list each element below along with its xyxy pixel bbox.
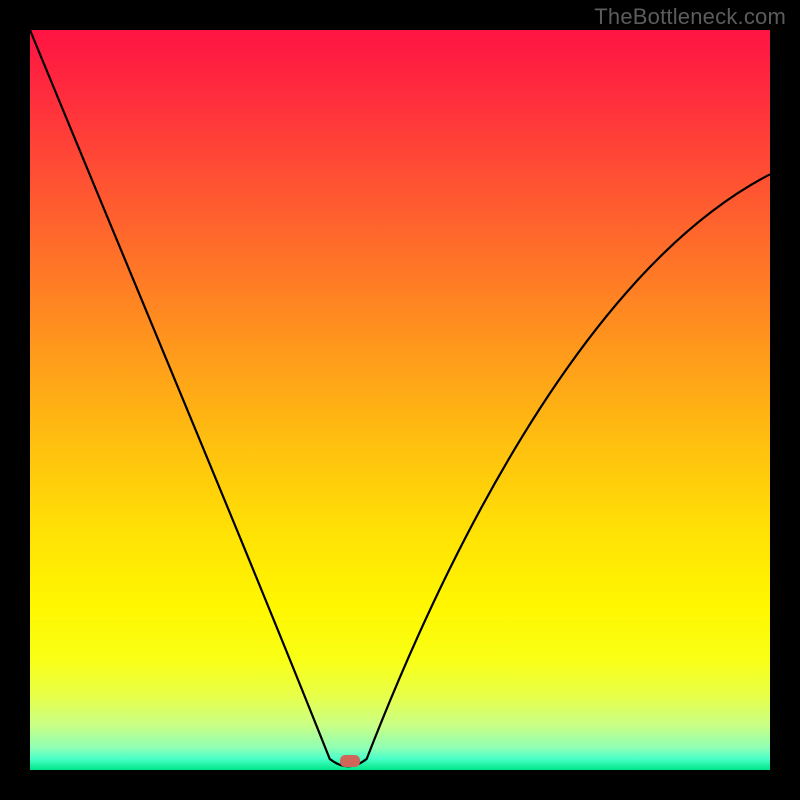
plot-area <box>30 30 770 770</box>
watermark-text: TheBottleneck.com <box>594 4 786 30</box>
optimal-point-marker <box>340 755 360 767</box>
bottleneck-curve <box>30 30 770 770</box>
